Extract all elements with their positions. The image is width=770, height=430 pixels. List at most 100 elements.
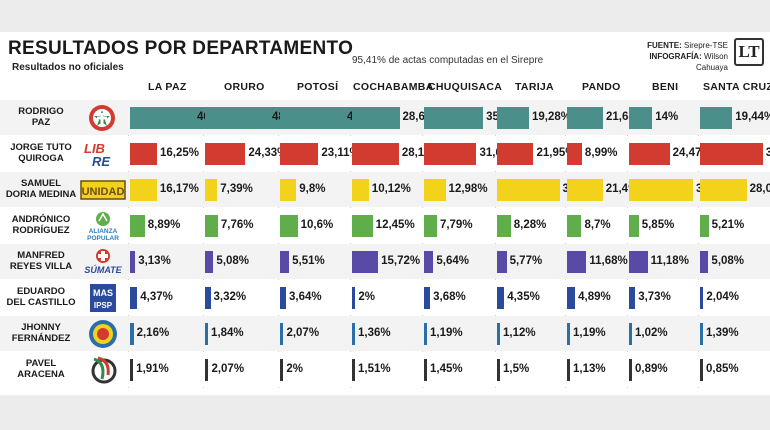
candidate-name: RODRIGO PAZ <box>4 106 78 128</box>
data-label: 5,85% <box>641 219 675 231</box>
pdc-star-logo <box>80 103 126 133</box>
brand-logo: LT <box>734 38 764 66</box>
bar <box>424 215 437 237</box>
table-row: PAVEL ARACENA 1,91% 2,07% 2% 1,51% 1,45% 1,5% 1,… <box>0 352 770 387</box>
svg-text:IPSP: IPSP <box>94 301 113 310</box>
dept-header-8: SANTA CRUZ <box>703 81 770 93</box>
bar <box>567 323 570 345</box>
bar <box>280 215 298 237</box>
bar <box>205 323 209 345</box>
bar <box>700 215 709 237</box>
data-label: 5,64% <box>436 255 469 267</box>
bar <box>130 215 145 237</box>
dept-header-7: BENI <box>652 81 679 93</box>
bar <box>280 251 290 273</box>
department-header-row: LA PAZ ORURO POTOSÍ COCHABAMBA CHUQUISACA TAR… <box>0 78 770 100</box>
bar <box>497 287 505 309</box>
data-label: 3,68% <box>433 291 466 303</box>
fuente-label: FUENTE: <box>647 41 682 50</box>
mas-ipsp-logo: MAS IPSP <box>80 283 126 313</box>
data-label: 19,44% <box>735 111 770 123</box>
bar <box>567 251 587 273</box>
bar <box>567 359 570 381</box>
candidate-name-line1: EDUARDO <box>16 286 66 297</box>
candidate-name: JHONNY FERNÁNDEZ <box>4 322 78 344</box>
svg-text:POPULAR: POPULAR <box>87 235 119 241</box>
dept-header-4: CHUQUISACA <box>428 81 503 93</box>
bar <box>205 287 211 309</box>
data-label: 15,72% <box>381 255 421 267</box>
bar <box>130 323 134 345</box>
data-label: 4,35% <box>507 291 540 303</box>
data-label: 2,07% <box>286 327 320 339</box>
data-label: 3,13% <box>138 255 171 267</box>
data-label: 2% <box>286 363 303 375</box>
data-label: 4,89% <box>578 291 611 303</box>
data-label: 24,33% <box>248 147 288 159</box>
candidate-name-line2: FERNÁNDEZ <box>11 333 71 344</box>
bar <box>700 179 747 201</box>
data-label: 11,68% <box>589 255 628 267</box>
table-row: ANDRÓNICO RODRÍGUEZ ALIANZA POPULAR 8,89% 7,7… <box>0 208 770 243</box>
actas-note: 95,41% de actas computadas en el Sirepre <box>352 55 544 66</box>
data-label: 5,77% <box>509 255 543 267</box>
table-row: SAMUEL DORIA MEDINA UNIDAD 16,17% 7,39% 9,8% 1… <box>0 172 770 207</box>
data-label: 8,28% <box>513 219 547 231</box>
svg-text:SÚMATE: SÚMATE <box>84 264 122 275</box>
bar <box>205 143 246 165</box>
dept-header-0: LA PAZ <box>148 81 187 93</box>
bar <box>629 179 694 201</box>
data-label: 3,32% <box>213 291 247 303</box>
bar <box>130 107 208 129</box>
bar <box>424 287 431 309</box>
svg-text:UNIDAD: UNIDAD <box>82 186 125 198</box>
bar <box>567 179 603 201</box>
bar <box>205 215 218 237</box>
data-label: 16,25% <box>159 147 199 159</box>
data-label: 1,91% <box>136 363 169 375</box>
dept-header-1: ORURO <box>224 81 265 93</box>
bar <box>280 359 284 381</box>
data-label: 8,7% <box>584 219 611 231</box>
bar <box>352 251 379 273</box>
table-row: JHONNY FERNÁNDEZ 2,16% 1,84% 2,07% 1,36% 1,19%… <box>0 316 770 351</box>
data-label: 11,18% <box>650 255 689 267</box>
bar <box>497 359 500 381</box>
bar <box>424 107 484 129</box>
candidate-name: SAMUEL DORIA MEDINA <box>4 178 78 200</box>
bar <box>629 107 653 129</box>
data-label: 1,45% <box>430 363 463 375</box>
bar <box>352 143 399 165</box>
bar <box>700 143 763 165</box>
data-label: 0,85% <box>706 363 739 375</box>
candidate-name-line2: ARACENA <box>17 369 65 380</box>
bar <box>629 323 632 345</box>
bar <box>130 251 136 273</box>
data-label: 19,28% <box>532 111 572 123</box>
data-label: 5,51% <box>292 255 325 267</box>
bar <box>700 251 709 273</box>
bar <box>280 179 297 201</box>
data-label: 8,89% <box>147 219 181 231</box>
candidate-name-line1: PAVEL <box>25 358 57 369</box>
data-label: 2,07% <box>211 363 245 375</box>
fuente-value: Sirepre-TSE <box>683 41 728 50</box>
data-label: 8,99% <box>584 147 618 159</box>
data-label: 7,79% <box>439 219 473 231</box>
bar <box>280 323 284 345</box>
data-label: 1,39% <box>706 327 739 339</box>
bar <box>629 287 636 309</box>
bar <box>629 143 670 165</box>
bar <box>497 143 534 165</box>
data-label: 7,39% <box>220 183 253 195</box>
bar <box>130 359 134 381</box>
fuerza-del-pueblo-logo <box>80 319 126 349</box>
data-label: 4,37% <box>140 291 173 303</box>
bar <box>497 179 560 201</box>
bar <box>567 287 576 309</box>
candidate-name-line1: ANDRÓNICO <box>11 214 71 225</box>
candidate-name: EDUARDO DEL CASTILLO <box>4 286 78 308</box>
bar <box>629 215 639 237</box>
candidate-name-line1: SAMUEL <box>20 178 62 189</box>
data-label: 2,16% <box>136 327 170 339</box>
